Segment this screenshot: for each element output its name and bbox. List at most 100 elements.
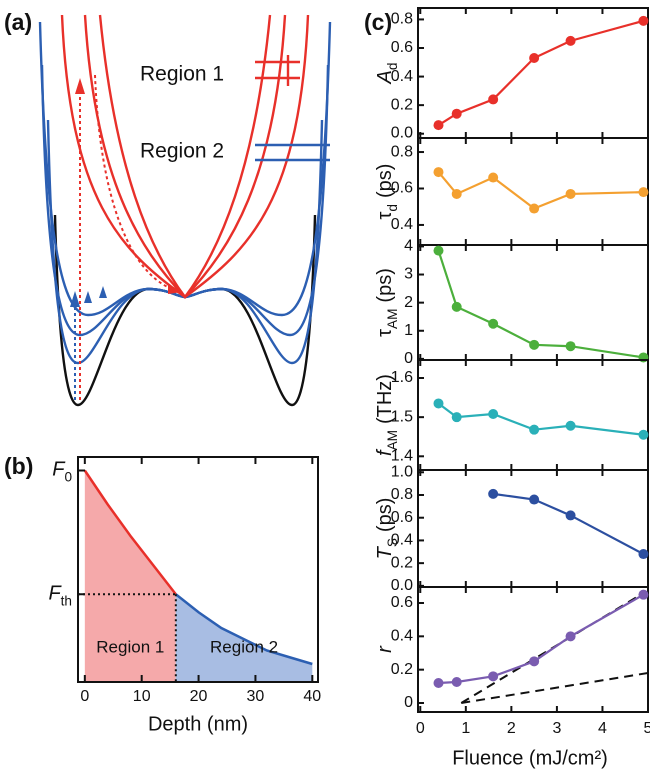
legend-label: Region 2 xyxy=(140,140,224,163)
data-point xyxy=(529,203,540,214)
data-line xyxy=(438,593,644,685)
x-tick-label: 0 xyxy=(416,720,425,737)
data-point xyxy=(529,424,540,435)
y-axis-unit: (THz) xyxy=(374,374,396,424)
data-point xyxy=(451,412,462,423)
y-tick-label: 2 xyxy=(404,294,413,311)
data-point xyxy=(488,409,499,420)
y-tick-label: 1.6 xyxy=(391,369,413,386)
legend-line xyxy=(255,55,300,86)
y-tick-label: 0.8 xyxy=(391,143,413,160)
legend-label: Region 1 xyxy=(140,63,224,86)
arrowhead xyxy=(168,284,183,294)
y-tick-label-main: F xyxy=(48,583,62,605)
y-tick-label-main: F xyxy=(52,459,66,481)
arrowhead xyxy=(99,286,107,298)
y-axis-title: Ad xyxy=(374,63,400,85)
y-tick-label-main: 0.0 xyxy=(391,125,413,142)
x-axis-title: Depth (nm) xyxy=(148,713,248,735)
panel-label: (c) xyxy=(364,9,392,35)
y-tick-label: 0.6 xyxy=(391,180,413,197)
data-point xyxy=(638,429,649,440)
data-point xyxy=(529,339,540,350)
plot-frame xyxy=(417,586,649,713)
data-point xyxy=(451,301,462,312)
x-tick-label: 4 xyxy=(598,720,607,737)
potential-diagram: Region 1 Region 2 xyxy=(38,14,332,407)
data-line xyxy=(437,402,644,436)
data-point xyxy=(565,631,576,642)
data-point xyxy=(433,678,444,688)
y-axis-unit: (ps) xyxy=(374,498,396,532)
y-axis-symbol: τ xyxy=(374,211,396,219)
arrow xyxy=(94,74,173,290)
data-point xyxy=(529,656,540,667)
data-point xyxy=(433,167,444,178)
y-tick-label: 0.0 xyxy=(391,125,413,142)
y-axis-title: τd (ps) xyxy=(374,164,400,220)
y-axis-title: τAM (ps) xyxy=(374,268,400,337)
data-point xyxy=(488,488,499,499)
data-point xyxy=(565,35,576,46)
data-point xyxy=(433,245,444,256)
y-tick-label: 4 xyxy=(404,238,413,255)
y-tick-label: 0 xyxy=(404,350,413,367)
data-point xyxy=(638,187,649,198)
x-tick-label: 20 xyxy=(190,688,208,705)
data-point xyxy=(638,549,649,560)
y-tick-label: 1.4 xyxy=(391,448,413,465)
y-axis-subscript: AM xyxy=(385,309,400,329)
y-tick-label: 0.8 xyxy=(391,486,413,503)
plot-frame xyxy=(417,469,649,588)
fluence-curve xyxy=(83,469,177,596)
y-axis-title: r xyxy=(374,645,396,653)
y-tick-label: 1 xyxy=(404,322,413,339)
y-tick-label-main: 0.0 xyxy=(391,577,413,594)
panel-label: (b) xyxy=(4,453,33,479)
x-tick-label: 2 xyxy=(507,720,516,737)
fluence-curve xyxy=(175,593,313,666)
data-point xyxy=(565,188,576,199)
region-fill xyxy=(84,470,176,682)
y-tick-label-main: 1.0 xyxy=(391,463,413,480)
data-line xyxy=(492,492,644,556)
data-point xyxy=(451,677,462,687)
y-tick-label: 0.4 xyxy=(391,628,413,645)
y-tick-label: 0.4 xyxy=(391,532,413,549)
y-tick-label: 0.6 xyxy=(391,594,413,611)
fit-line xyxy=(461,672,649,704)
x-axis-title: Fluence (mJ/cm²) xyxy=(452,747,608,769)
y-axis-symbol: r xyxy=(374,645,396,653)
y-tick-label: 3 xyxy=(404,266,413,283)
data-point xyxy=(565,341,576,352)
x-tick-label: 10 xyxy=(133,688,151,705)
y-axis-symbol: A xyxy=(374,70,396,84)
y-tick-label: 1.0 xyxy=(391,463,413,480)
y-axis-unit: (ps) xyxy=(374,268,396,302)
y-tick-label: 1.5 xyxy=(391,408,413,425)
y-axis-subscript: d xyxy=(385,63,400,71)
y-tick-label: 0 xyxy=(404,694,413,711)
y-axis-subscript: AM xyxy=(385,430,400,450)
legend-line xyxy=(255,143,330,162)
data-point xyxy=(488,318,499,329)
y-tick-label-sub: 0 xyxy=(64,470,72,485)
data-line xyxy=(437,171,644,210)
y-tick-label: 0.2 xyxy=(391,96,413,113)
data-point xyxy=(529,494,540,505)
region-label: Region 1 xyxy=(96,637,164,656)
y-tick-label: 0.2 xyxy=(391,661,413,678)
y-tick-label-sub: th xyxy=(61,593,72,608)
y-axis-subscript: S xyxy=(385,538,400,547)
data-point xyxy=(451,108,462,119)
x-tick-label: 40 xyxy=(303,688,321,705)
y-tick-label: 0.4 xyxy=(391,68,413,85)
data-point xyxy=(433,120,444,131)
arrowhead xyxy=(70,291,80,307)
data-point xyxy=(565,420,576,431)
y-axis-symbol: T xyxy=(374,545,396,559)
arrowhead xyxy=(75,78,85,94)
plot-frame xyxy=(417,7,649,139)
y-axis-subscript: d xyxy=(385,204,400,212)
